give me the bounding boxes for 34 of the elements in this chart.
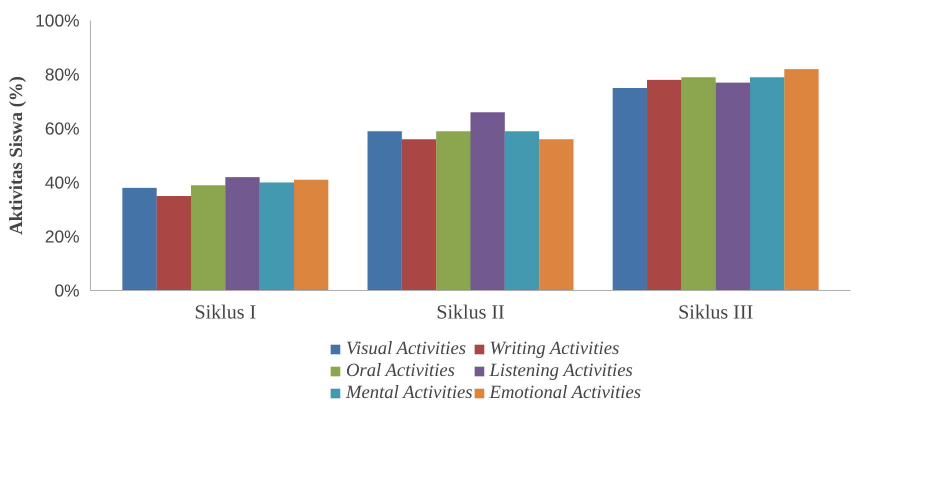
y-tick-label: 40% bbox=[44, 172, 80, 192]
legend-label: Writing Activities bbox=[490, 338, 620, 360]
bar bbox=[612, 88, 648, 290]
bar bbox=[784, 69, 819, 290]
y-tick-label: 20% bbox=[44, 226, 80, 246]
legend-label: Visual Activities bbox=[346, 338, 466, 360]
y-axis-title: Aktivitas Siswa (%) bbox=[6, 76, 28, 235]
bar bbox=[191, 185, 226, 290]
y-tick-label: 60% bbox=[44, 118, 80, 138]
y-tick-label: 100% bbox=[35, 10, 80, 30]
bar bbox=[402, 139, 436, 290]
bar bbox=[681, 77, 716, 290]
bar bbox=[225, 177, 260, 290]
y-tick-label: 0% bbox=[54, 280, 80, 300]
bar bbox=[647, 80, 682, 290]
bar bbox=[470, 112, 505, 290]
x-tick-label: Siklus II bbox=[436, 302, 505, 324]
x-tick-label: Siklus I bbox=[194, 302, 256, 324]
bar bbox=[539, 139, 574, 290]
legend-label: Mental Activities bbox=[346, 382, 473, 404]
bar bbox=[436, 131, 470, 290]
y-tick-label: 80% bbox=[44, 64, 80, 84]
legend-label: Oral Activities bbox=[346, 360, 455, 382]
bar bbox=[750, 77, 784, 290]
legend-label: Emotional Activities bbox=[490, 382, 642, 404]
bar bbox=[156, 196, 192, 290]
x-tick-label: Siklus III bbox=[678, 302, 754, 324]
bar bbox=[294, 180, 328, 290]
bar bbox=[716, 82, 750, 290]
legend-label: Listening Activities bbox=[490, 360, 633, 382]
bar bbox=[122, 188, 157, 290]
bar bbox=[368, 131, 402, 290]
bar bbox=[504, 131, 540, 290]
bar bbox=[260, 182, 294, 290]
